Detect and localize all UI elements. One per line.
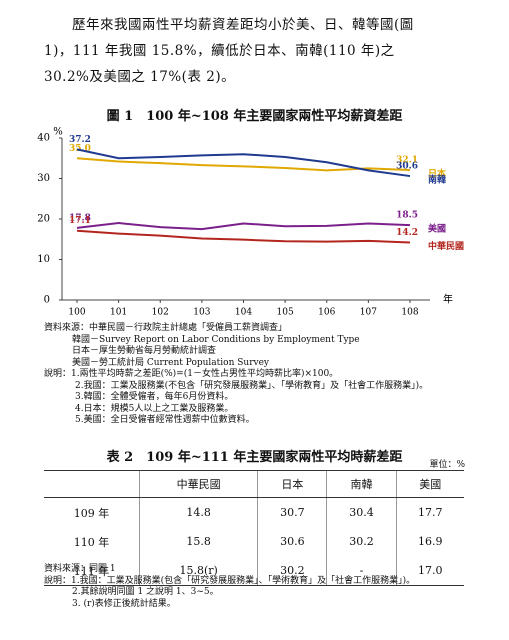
y-axis-label: % <box>53 127 63 138</box>
legend-label: 中華民國 <box>428 240 464 252</box>
legend-label: 美國 <box>428 223 446 235</box>
legend-label: 南韓 <box>428 174 446 186</box>
cell: 30.2 <box>326 527 397 556</box>
x-tick-label: 108 <box>401 308 418 318</box>
note: 3.韓國：全體受僱者，每年6月份資料。 <box>75 392 234 402</box>
cell: 15.8(r) <box>139 556 258 586</box>
header-cell: 中華民國 <box>139 470 258 498</box>
cell: 17.0 <box>395 556 464 586</box>
table-unit: 單位：% <box>429 460 465 470</box>
x-tick-label: 103 <box>193 308 210 318</box>
cell: 14.8 <box>139 497 258 527</box>
chart: % 年 0 10 20 30 40 100 101 102 103 104 105 106 107 108… <box>37 127 464 318</box>
note: 4.日本：規模5人以上之工業及服務業。 <box>75 403 234 414</box>
cell: 30.4 <box>326 497 397 527</box>
note: 3. (r)表修正後統計結果。 <box>72 598 176 609</box>
y-tick-label: 30 <box>37 173 50 184</box>
legend-label: 日本 <box>428 167 447 179</box>
cell: 109 年 <box>73 506 110 520</box>
chart-title: 圖 1 100 年~108 年主要國家兩性平均薪資差距 <box>106 109 403 124</box>
data-label: 14.2 <box>396 228 418 238</box>
table-notes: 資料來源：同圖 1 說明：1.我國：工業及服務業(包含「研究發展服務業」、「學術… <box>44 564 415 610</box>
header-cell <box>44 470 140 498</box>
note: 日本－厚生勞動省每月勞動統計調查 <box>72 346 217 356</box>
x-tick-label: 100 <box>68 308 85 318</box>
note: 美國－勞工統計局 Current Population Survey <box>72 357 269 368</box>
data-label: 37.2 <box>69 135 91 145</box>
note: 說明：1.我國：工業及服務業(包含「研究發展服務業」、「學術教育」及「社會工作服… <box>44 575 416 586</box>
note: 韓國－Survey Report on Labor Conditions by … <box>72 334 360 345</box>
cell: 30.6 <box>257 527 327 556</box>
series-line <box>76 222 411 231</box>
note: 資料來源：同圖 1 <box>44 564 116 574</box>
chart-notes: 資料來源：中華民國－行政院主計總處「受僱員工薪資調查」 韓國－Survey Re… <box>44 323 428 427</box>
y-tick-label: 40 <box>37 133 50 144</box>
paragraph: 歷年來我國兩性平均薪資差距均小於美、日、韓等國(圖 1)，111 年我國 15.… <box>44 17 414 85</box>
cell: - <box>326 556 397 586</box>
cell: 17.7 <box>395 497 464 527</box>
x-axis-label: 年 <box>443 293 453 306</box>
cell: 16.9 <box>395 527 464 556</box>
cell: 30.7 <box>257 497 327 527</box>
note: 5.美國：全日受僱者經常性週薪中位數資料。 <box>75 415 255 425</box>
cell: 15.8 <box>139 527 258 556</box>
table-title: 表 2 109 年~111 年主要國家兩性平均時薪差距 <box>106 450 403 465</box>
series-line <box>76 157 411 172</box>
x-tick-label: 101 <box>110 308 127 318</box>
series-line <box>76 148 411 178</box>
y-tick-label: 20 <box>37 214 50 225</box>
data-label: 17.8 <box>69 213 91 223</box>
y-tick-label: 0 <box>44 295 50 306</box>
x-tick-label: 102 <box>152 308 169 318</box>
x-tick-label: 104 <box>235 308 252 318</box>
cell: 111 年 <box>44 556 140 586</box>
row: 109 年 14.8 30.7 30.4 17.7 <box>44 497 464 527</box>
header-cell: 日本 <box>257 470 327 498</box>
data-label: 32.1 <box>396 155 418 165</box>
note: 2.我國：工業及服務業(不包含「研究發展服務業」、「學術教育」及「社會工作服務業… <box>75 380 429 391</box>
header-row: 中華民國 日本 南韓 美國 <box>44 470 464 498</box>
x-tick-label: 105 <box>277 308 294 318</box>
y-tick-label: 10 <box>37 254 50 265</box>
data-label: 17.1 <box>69 216 91 226</box>
x-tick-label: 106 <box>318 308 335 318</box>
header-cell: 美國 <box>395 470 464 498</box>
cell: 110 年 <box>73 535 110 549</box>
data-label: 35.0 <box>69 144 91 154</box>
note: 2.其餘說明同圖 1 之說明 1、3~5。 <box>72 587 219 597</box>
note: 說明：1.兩性平均時薪之差距(%)=(1－女性占男性平均時薪比率)×100。 <box>44 369 339 379</box>
x-tick-label: 107 <box>360 308 377 318</box>
row: 111 年 15.8(r) 30.2-17.0 <box>44 556 464 586</box>
row: 110 年 15.8 30.6 30.2 16.9 <box>44 527 464 556</box>
data-label: 18.5 <box>396 211 418 221</box>
header-cell: 南韓 <box>326 470 397 498</box>
table: 中華民國 日本 南韓 美國 109 年 14.8 30.7 30.4 17.7 110 … <box>44 470 464 586</box>
data-label: 30.6 <box>396 162 418 172</box>
note: 資料來源：中華民國－行政院主計總處「受僱員工薪資調查」 <box>44 323 288 333</box>
cell: 30.2 <box>257 556 327 586</box>
series-line <box>76 229 411 244</box>
